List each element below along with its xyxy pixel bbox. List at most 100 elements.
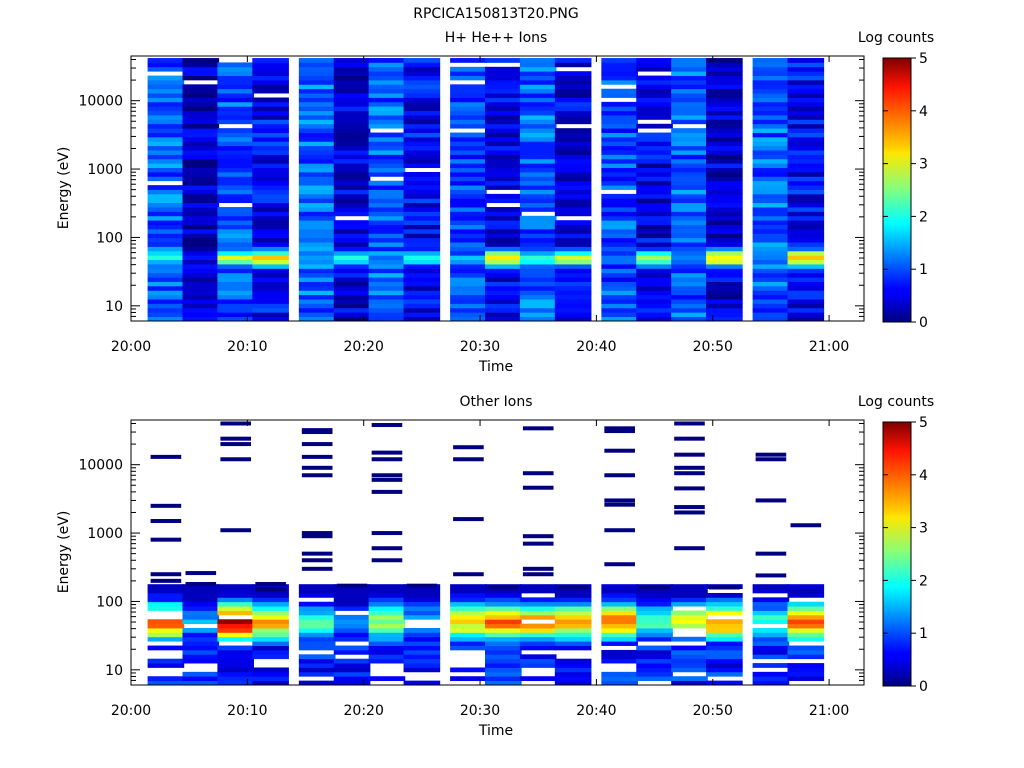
heatmap-cell (333, 676, 371, 682)
heatmap-cell (671, 597, 708, 603)
heatmap-cell (752, 66, 790, 72)
heatmap-cell (519, 58, 557, 63)
count-line (604, 448, 635, 453)
heatmap-cell (147, 246, 185, 252)
heatmap-cell (485, 281, 522, 287)
heatmap-cell (636, 307, 673, 313)
heatmap-cell (787, 303, 825, 309)
heatmap-cell (298, 592, 336, 598)
heatmap-cell (671, 667, 708, 673)
heatmap-cell (787, 294, 825, 300)
heatmap-cell (147, 233, 185, 239)
heatmap-cell (147, 272, 185, 278)
x-tick-label: 20:00 (111, 339, 151, 355)
heatmap-cell (636, 250, 673, 256)
heatmap-cell (485, 79, 522, 85)
heatmap-cell (485, 145, 522, 151)
heatmap-cell (554, 193, 592, 199)
heatmap-cell (787, 163, 825, 169)
x-tick-label: 21:00 (809, 339, 849, 355)
heatmap-cell (787, 592, 825, 598)
heatmap-cell (519, 154, 557, 160)
heatmap-cell (147, 123, 185, 129)
heatmap-cell (252, 97, 289, 103)
heatmap-cell (403, 264, 441, 269)
heatmap-cell (554, 671, 592, 677)
heatmap-cell (554, 154, 592, 160)
heatmap-cell (147, 119, 185, 125)
heatmap-cell (450, 145, 487, 151)
heatmap-cell (519, 654, 557, 660)
heatmap-cell (182, 145, 220, 151)
heatmap-cell (636, 667, 673, 673)
heatmap-cell (403, 610, 441, 616)
heatmap-cell (752, 268, 790, 274)
heatmap-cell (368, 79, 406, 85)
heatmap-cell (252, 136, 289, 142)
heatmap-cell (147, 663, 185, 668)
heatmap-cell (787, 628, 825, 633)
heatmap-cell (252, 220, 289, 225)
x-tick-label: 20:10 (227, 339, 267, 355)
heatmap-cell (706, 211, 743, 217)
heatmap-cell (450, 307, 487, 313)
heatmap-cell (787, 237, 825, 243)
heatmap-cell (554, 303, 592, 309)
heatmap-cell (298, 93, 336, 98)
heatmap-cell (450, 268, 487, 274)
heatmap-cell (485, 272, 522, 278)
heatmap-cell (182, 259, 220, 265)
heatmap-cell (519, 307, 557, 313)
heatmap-cell (450, 75, 487, 81)
heatmap-cell (519, 132, 557, 138)
heatmap-cell (706, 312, 743, 318)
heatmap-cell (752, 649, 790, 655)
heatmap-cell (403, 158, 441, 164)
heatmap-cell (752, 97, 790, 103)
heatmap-cell (554, 88, 592, 94)
heatmap-cell (706, 233, 743, 239)
heatmap-cell (450, 228, 487, 234)
heatmap-cell (217, 606, 255, 611)
heatmap-cell (252, 163, 289, 169)
heatmap-cell (217, 307, 255, 313)
heatmap-cell (333, 93, 371, 98)
heatmap-cell (636, 619, 673, 625)
heatmap-cell (450, 601, 487, 607)
heatmap-cell (636, 290, 673, 296)
heatmap-cell (706, 193, 743, 199)
count-line (371, 477, 403, 482)
heatmap-cell (182, 242, 220, 247)
x-tick-label: 20:40 (576, 339, 616, 355)
heatmap-cell (368, 163, 406, 169)
heatmap-cell (298, 207, 336, 212)
heatmap-cell (601, 198, 638, 204)
heatmap-cell (554, 667, 592, 673)
heatmap-cell (182, 307, 220, 313)
heatmap-cell (217, 158, 255, 164)
heatmap-cell (252, 294, 289, 300)
heatmap-cell (636, 663, 673, 668)
heatmap-cell (787, 654, 825, 660)
heatmap-cell (706, 150, 743, 155)
heatmap-cell (752, 246, 790, 252)
heatmap-cell (752, 307, 790, 313)
heatmap-cell (298, 623, 336, 629)
heatmap-cell (636, 614, 673, 620)
heatmap-cell (147, 79, 185, 85)
heatmap-cell (217, 176, 255, 182)
count-line (371, 450, 403, 455)
heatmap-cell (519, 299, 557, 304)
heatmap-cell (706, 628, 743, 633)
heatmap-cell (554, 207, 592, 212)
heatmap-cell (182, 658, 220, 664)
heatmap-cell (368, 294, 406, 300)
heatmap-cell (706, 136, 743, 142)
heatmap-cell (217, 636, 255, 642)
heatmap-cell (298, 632, 336, 638)
heatmap-cell (217, 66, 255, 72)
heatmap-cell (252, 606, 289, 611)
x-tick-label: 20:50 (693, 339, 733, 355)
heatmap-cell (519, 255, 557, 261)
heatmap-cell (787, 312, 825, 318)
